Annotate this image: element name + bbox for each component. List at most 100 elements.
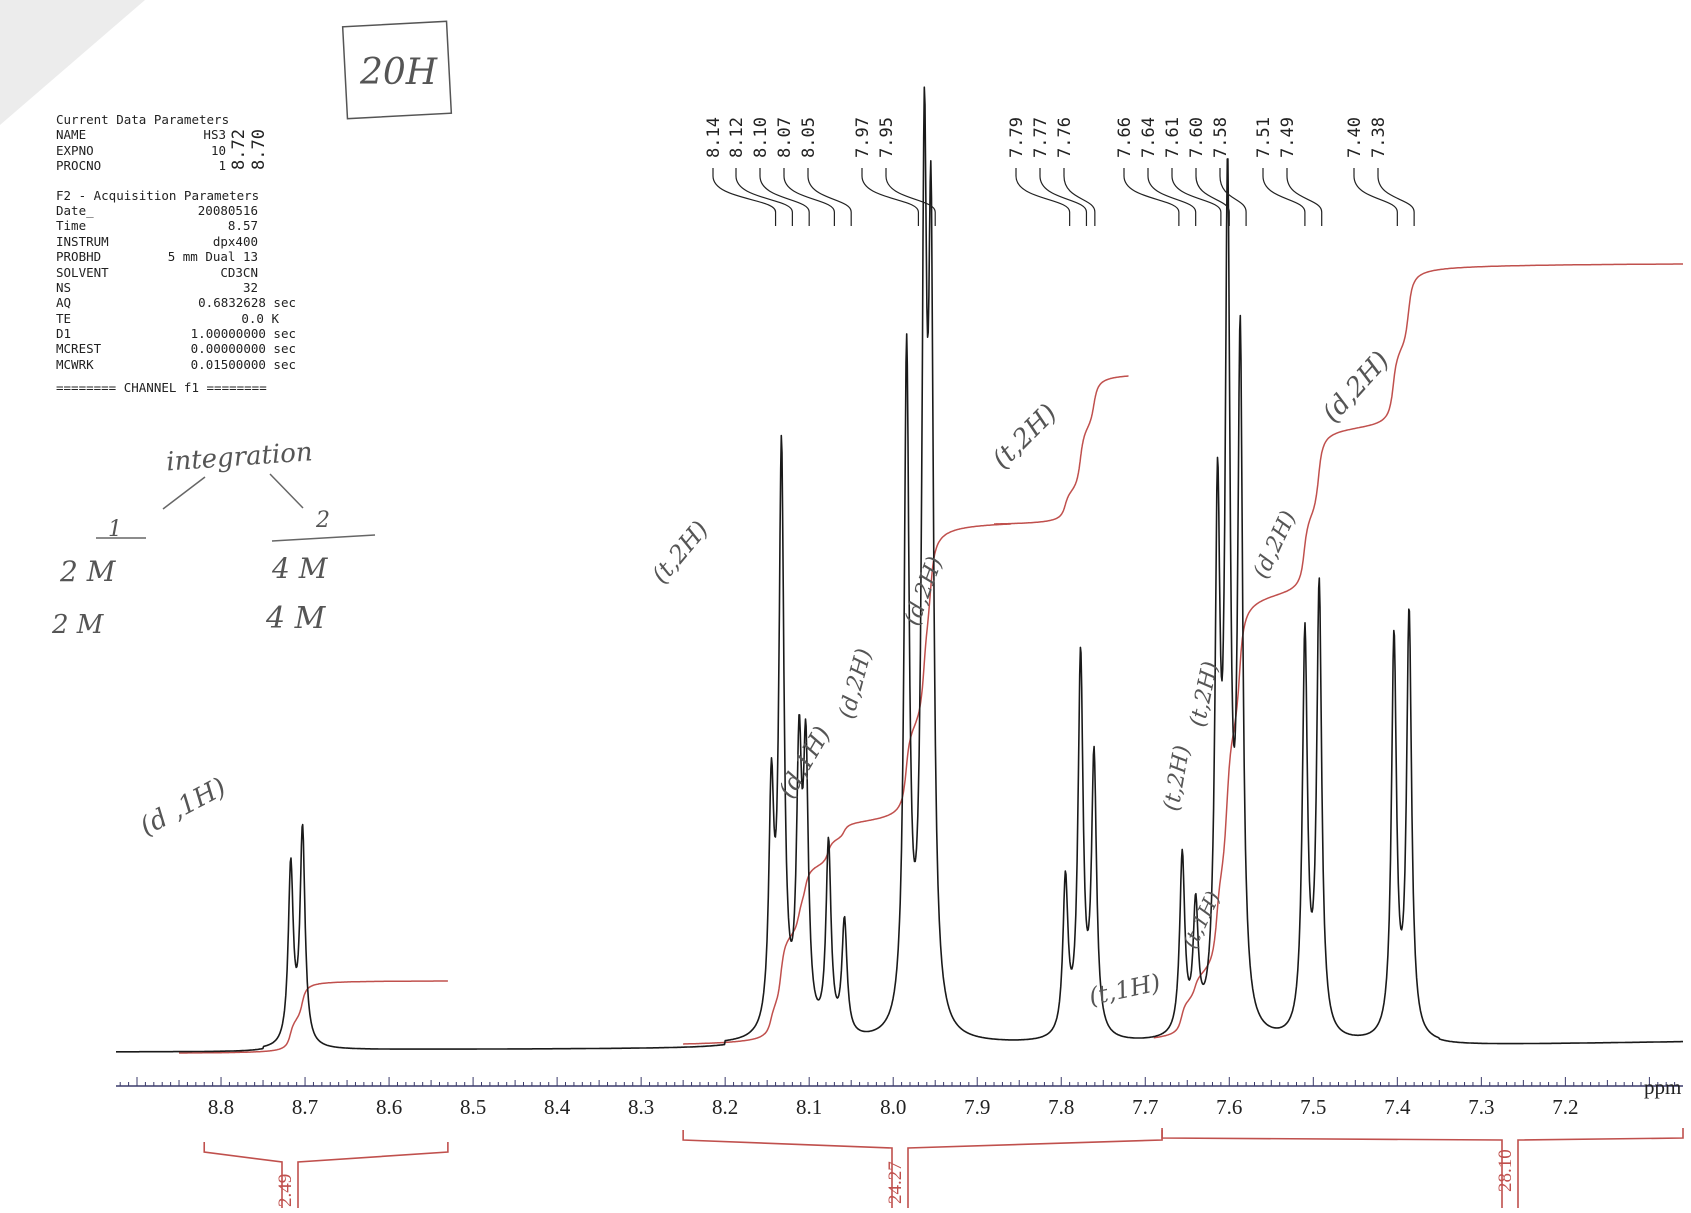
peak-connector [1039,168,1088,226]
x-tick-label: 8.8 [208,1095,234,1119]
channel-divider: ======== CHANNEL f1 ======== [56,380,267,396]
integral-bracket [1161,1128,1684,1208]
x-tick-label: 7.6 [1216,1095,1242,1119]
peak-label: 7.60 [1187,117,1207,158]
param-key: Time [56,218,87,234]
peak-label: 8.05 [799,117,819,158]
hand-col2-row2: 4 M [265,601,327,636]
hand-integration: integration [165,437,313,477]
peak-label: 8.72 [229,129,249,170]
peak-label: 7.58 [1211,117,1231,158]
peak-label: 7.97 [853,117,873,158]
x-tick-label: 8.3 [628,1095,654,1119]
param-value: 0.01500000 sec [190,356,296,372]
param-key: INSTRUM [56,233,109,249]
param-row: MCWRK 0.01500000 sec [56,357,296,372]
hand-peak-note: (t,2H) [987,398,1064,475]
param-value: 8.57 [227,218,258,234]
peak-connector [1171,168,1222,226]
param-value: 0.0 K [241,310,279,326]
peak-connector [1219,168,1247,226]
hand-peak-note: (d,2H) [1249,507,1302,582]
param-value: 1 [218,158,226,174]
hand-peak-note: (d,2H) [1317,346,1396,429]
param-value: 32 [242,279,258,295]
param-row: NAME HS3 [56,127,296,142]
param-value: HS3 [203,127,226,143]
hand-col1-head: 1 [108,517,122,542]
peak-connector [1262,168,1306,226]
peak-label: 8.70 [249,129,269,170]
param-row: D1 1.00000000 sec [56,326,296,341]
param-key: TE [56,310,72,326]
peak-label: 8.07 [775,117,795,158]
param-value: 1.00000000 sec [190,326,296,342]
param-value: 0.6832628 sec [198,295,296,311]
peak-label: 8.12 [727,117,747,158]
param-value: 20080516 [197,202,258,218]
param-key: NS [56,279,72,295]
param-row: Date_ 20080516 [56,203,296,218]
hand-col2-head: 2 [315,508,330,533]
peak-label: 8.10 [751,117,771,158]
peak-label: 7.64 [1139,117,1159,158]
peak-label: 7.95 [877,117,897,158]
param-row: NS 32 [56,280,296,295]
hand-col1-row2: 2 M [51,610,105,640]
peak-connector [712,168,777,226]
acquisition-title: F2 - Acquisition Parameters [56,187,260,203]
integral-curve [994,375,1129,525]
hand-peak-note: (d ,1H) [135,772,231,842]
param-key: MCREST [56,341,102,357]
x-tick-label: 8.5 [460,1095,486,1119]
x-tick-label: 8.2 [712,1095,738,1119]
param-value: 0.00000000 sec [190,341,296,357]
hand-peak-note: (d,1H) [773,722,836,803]
hand-peak-note: (d,2H) [900,553,948,629]
param-key: EXPNO [56,142,94,158]
param-row: Time 8.57 [56,218,296,233]
peak-label: 7.49 [1278,117,1298,158]
x-tick-label: 8.1 [796,1095,822,1119]
integral-bracket [682,1130,1163,1208]
peak-connector [1147,168,1197,226]
hand-box-20h [341,20,453,120]
param-row: PROCNO 1 [56,158,296,173]
x-tick-label: 7.3 [1468,1095,1494,1119]
peak-connector [1195,168,1230,226]
hand-peak-note: (t,2H) [1185,659,1223,729]
x-axis-ticks: 8.8 8.7 8.6 8.5 8.4 8.3 8.2 8.1 8.0 7.9 7.8 7.7 7.6 7… [119,1077,1676,1119]
integral-bracket [203,1142,449,1208]
integral-curve [1153,263,1683,1039]
peak-label: 7.51 [1254,117,1274,158]
param-key: Date_ [56,202,94,218]
peak-connector [1286,168,1323,226]
param-row: PROBHD 5 mm Dual 13 [56,249,296,264]
x-tick-label: 8.6 [376,1095,402,1119]
data-parameters-panel: Current Data Parameters NAME HS3 EXPNO 10 … [56,112,296,396]
peak-connector [1377,168,1415,226]
peak-label: 7.76 [1055,117,1075,158]
param-key: D1 [56,326,72,342]
scan-shadow [0,0,145,125]
peak-connector [735,168,793,226]
hand-20h: 20H [359,52,438,93]
param-value: 5 mm Dual 13 [167,249,258,265]
param-value: dpx400 [212,233,258,249]
param-key: NAME [56,127,87,143]
param-key: AQ [56,295,72,311]
peak-label: 7.38 [1369,117,1389,158]
peak-connector [1353,168,1398,226]
hand-peak-note: (t,1H) [1086,968,1162,1010]
integral-curve [179,980,448,1054]
hand-arrow-right [269,473,304,509]
peak-connector [807,168,852,226]
peak-connector [885,168,936,226]
param-key: PROCNO [56,158,102,174]
hand-peak-note: (t,2H) [646,516,714,589]
peak-connector [783,168,835,226]
param-row: TE 0.0 K [56,311,296,326]
integral-value-2: 24.27 [885,1161,906,1204]
peak-label: 7.61 [1163,117,1183,158]
